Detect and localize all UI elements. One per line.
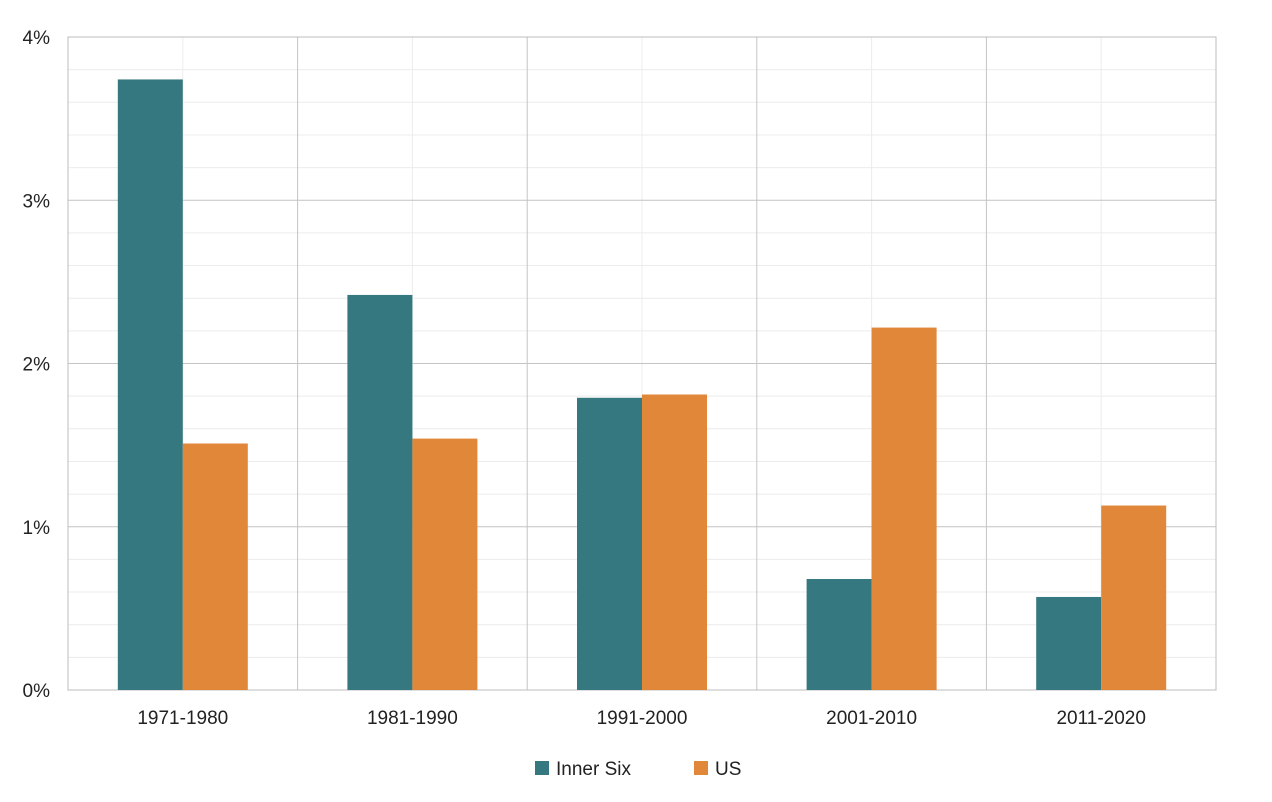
x-tick-label: 1991-2000 — [597, 708, 688, 729]
bar-us-2011-2020 — [1101, 505, 1167, 690]
bar-us-2001-2010 — [871, 327, 937, 690]
y-tick-label: 4% — [23, 28, 51, 49]
x-tick-label: 2001-2010 — [826, 708, 917, 729]
x-tick-label: 1971-1980 — [137, 708, 228, 729]
bar-us-1991-2000 — [642, 394, 707, 690]
bar-inner-six-1991-2000 — [577, 397, 642, 690]
x-tick-label: 2011-2020 — [1056, 708, 1145, 729]
x-axis-tick-labels: 1971-1980 1981-1990 1991-2000 2001-2010 2011… — [137, 708, 1146, 729]
y-tick-label: 1% — [23, 518, 51, 539]
legend-label-us: US — [715, 759, 741, 780]
x-tick-label: 1981-1990 — [367, 708, 458, 729]
y-axis-tick-labels: 0% 1% 2% 3% 4% — [23, 28, 51, 702]
legend: Inner Six US — [535, 759, 741, 780]
y-tick-label: 2% — [23, 355, 51, 376]
y-tick-label: 3% — [23, 191, 51, 212]
bar-inner-six-1971-1980 — [117, 79, 183, 690]
bar-us-1971-1980 — [182, 443, 248, 690]
bar-inner-six-2001-2010 — [806, 578, 872, 690]
legend-swatch-inner-six — [535, 761, 549, 775]
legend-swatch-us — [694, 761, 708, 775]
bar-us-1981-1990 — [412, 438, 478, 690]
bars — [117, 79, 1167, 690]
category-dividers — [297, 37, 987, 690]
bar-inner-six-2011-2020 — [1036, 596, 1102, 690]
y-tick-label: 0% — [23, 681, 51, 702]
bar-inner-six-1981-1990 — [347, 294, 413, 690]
legend-label-inner-six: Inner Six — [556, 759, 631, 780]
